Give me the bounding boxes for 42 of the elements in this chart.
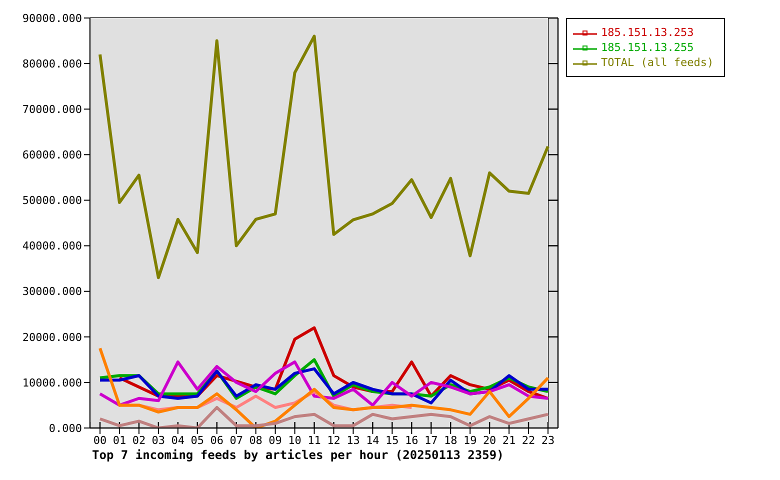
line-series [98,406,550,428]
x-tick-label: 16 [405,434,418,447]
y-tick-label: 60000.000 [22,148,82,162]
legend-label: 185.151.13.255 [601,40,694,55]
line-series [98,346,550,428]
x-tick-label: 03 [152,434,166,447]
x-tick-label: 04 [171,434,185,447]
legend-label: TOTAL (all feeds) [601,55,714,70]
x-tick-label: 02 [132,434,146,447]
x-tick-label: 14 [366,434,380,447]
y-tick-label: 80000.000 [22,57,82,70]
x-tick-label: 23 [541,434,555,447]
line-series [98,34,550,280]
x-tick-label: 12 [327,434,340,447]
y-tick-label: 10000.000 [22,376,82,390]
x-tick-label: 01 [112,434,126,447]
x-tick-label: 20 [482,434,496,447]
x-tick-label: 21 [502,434,516,447]
x-tick-label: 22 [522,434,536,447]
text: Top 7 incoming feeds by articles per hour (20250113 2359) [92,448,504,462]
y-tick-label: 20000.000 [22,330,82,344]
y-tick-label: 50000.000 [22,194,82,208]
x-tick-label: 18 [444,434,458,447]
y-tick-label: 40000.000 [22,240,82,253]
x-tick-label: 15 [386,434,399,447]
x-tick-label: 13 [346,434,360,447]
x-tick-label: 06 [210,434,224,447]
x-tick-label: 19 [463,434,477,447]
legend-label: 185.151.13.253 [601,25,694,40]
x-tick-label: 11 [308,434,321,447]
y-tick-label: 0.000 [48,422,82,435]
x-tick-label: 08 [249,434,262,447]
x-tick-label: 10 [288,434,302,447]
x-tick-label: 00 [93,434,107,447]
x-tick-label: 05 [190,434,204,447]
x-tick-label: 09 [268,434,282,447]
x-tick-label: 07 [230,434,243,447]
line-series [98,360,550,407]
y-tick-label: 90000.000 [22,12,82,25]
y-tick-label: 70000.000 [22,103,82,116]
x-tick-label: 17 [424,434,438,447]
y-tick-label: 30000.000 [22,285,82,298]
